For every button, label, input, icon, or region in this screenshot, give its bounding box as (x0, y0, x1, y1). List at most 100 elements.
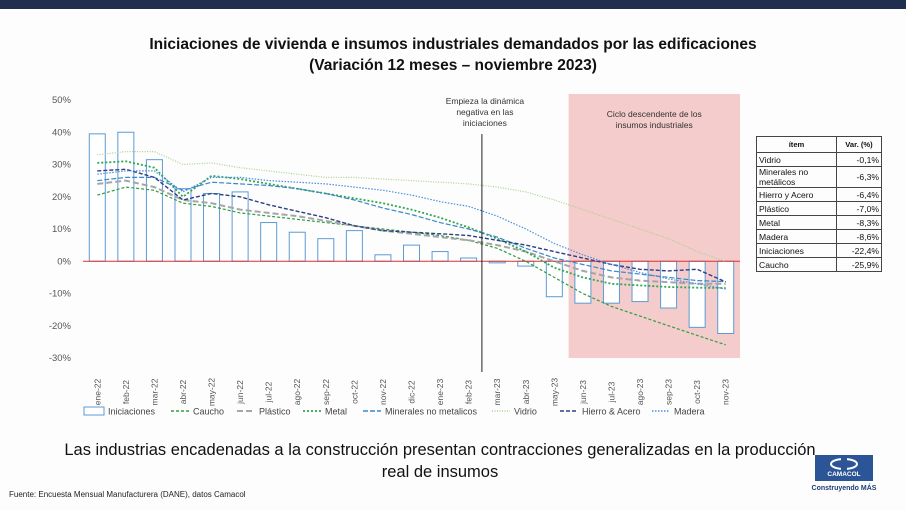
table-cell-item: Minerales no metálicos (756, 166, 837, 188)
table-row: Iniciaciones -22,4% (756, 243, 882, 258)
logo-mark-icon (815, 455, 873, 481)
chart-subtitle: (Variación 12 meses – noviembre 2023) (309, 57, 597, 74)
legend-label-iniciaciones: Iniciaciones (108, 407, 156, 417)
table-row: Madera -8,6% (756, 229, 882, 244)
table-cell-item: Hierro y Acero (756, 187, 837, 202)
bar-iniciaciones (88, 133, 106, 262)
table-header-item: ítem (756, 136, 837, 153)
table-row: Plástico -7,0% (756, 201, 882, 216)
y-tick-label: -20% (49, 321, 72, 332)
table-cell-item: Metal (756, 215, 837, 230)
bar-iniciaciones (117, 131, 135, 262)
series-line-vidrio (97, 151, 726, 263)
chart-title: Iniciaciones de vivienda e insumos indus… (149, 36, 757, 53)
y-tick-label: 0% (57, 256, 71, 267)
x-tick-label: oct-23 (692, 380, 702, 404)
series-line-madera (97, 170, 726, 290)
table-cell-value: -25,9% (836, 257, 882, 272)
x-tick-label: abr-22 (178, 379, 188, 404)
bar-iniciaciones (345, 230, 363, 262)
x-tick-label: jul-23 (606, 381, 616, 403)
x-tick-label: ago-23 (635, 378, 645, 405)
x-tick-label: jul-22 (264, 381, 274, 403)
table-cell-value: -7,0% (836, 201, 882, 216)
table-cell-item: Madera (756, 229, 837, 244)
bar-iniciaciones (231, 191, 249, 262)
logo-tagline: Construyendo MÁS (811, 485, 877, 492)
table-cell-item: Iniciaciones (756, 243, 837, 258)
y-tick-label: 30% (52, 160, 72, 171)
bar-iniciaciones (660, 260, 678, 309)
table-cell-item: Caucho (756, 257, 837, 272)
table-row: Hierro y Acero -6,4% (756, 187, 882, 202)
x-tick-label: sep-22 (321, 379, 331, 405)
series-line-caucho (97, 186, 726, 346)
bar-iniciaciones (174, 188, 192, 262)
conclusion-text: Las industrias encadenadas a la construc… (64, 441, 816, 481)
table-row: Metal -8,3% (756, 215, 882, 230)
legend-label-hierro-acero: Hierro & Acero (582, 407, 641, 417)
y-tick-label: 20% (52, 192, 72, 203)
source-note: Fuente: Encuesta Mensual Manufacturera (… (9, 490, 246, 499)
logo-name: CAMACOL (827, 471, 861, 478)
x-tick-label: abr-23 (521, 379, 531, 404)
table-cell-value: -0,1% (836, 152, 882, 167)
bar-iniciaciones (688, 260, 706, 328)
x-tick-label: jun-23 (578, 380, 588, 405)
table-cell-value: -22,4% (836, 243, 882, 258)
shaded-region-label: Ciclo descendente de los insumos industri… (607, 109, 702, 130)
logo-swoosh-icon (830, 458, 858, 470)
x-tick-label: oct-22 (349, 380, 359, 404)
legend-label-pl-stico: Plástico (259, 407, 291, 417)
vertical-line-label: Empieza la dinámica negativa en las inicia… (446, 96, 525, 128)
table-header-row: ítem Var. (%) (756, 136, 882, 153)
x-tick-label: feb-23 (464, 380, 474, 404)
table-cell-item: Plástico (756, 201, 837, 216)
y-tick-label: -30% (49, 353, 72, 364)
table-row: Vidrio -0,1% (756, 152, 882, 167)
bar-iniciaciones (403, 244, 420, 262)
table-cell-item: Vidrio (756, 152, 837, 167)
y-tick-label: 10% (52, 224, 72, 235)
bar-iniciaciones (717, 260, 735, 334)
x-tick-label: jun-22 (235, 380, 245, 405)
table-header-value: Var. (%) (836, 136, 882, 153)
series-line-pl-stico (97, 179, 726, 285)
x-tick-label: nov-22 (378, 379, 388, 405)
bar-iniciaciones (431, 251, 449, 262)
shaded-region (568, 94, 740, 358)
table-row: Minerales no metálicos -6,3% (756, 166, 882, 188)
bar-iniciaciones (374, 254, 392, 262)
table-row: Caucho -25,9% (756, 257, 882, 272)
series-line-metal (97, 160, 726, 289)
table-cell-value: -6,4% (836, 187, 882, 202)
x-tick-label: mar-22 (149, 378, 159, 405)
bar-iniciaciones (317, 238, 335, 262)
x-tick-label: ene-22 (92, 378, 102, 405)
table-cell-value: -8,6% (836, 229, 882, 244)
table-cell-value: -8,3% (836, 215, 882, 230)
x-tick-label: mar-23 (492, 378, 502, 405)
x-tick-label: may-23 (549, 378, 559, 407)
legend-label-metal: Metal (325, 407, 347, 417)
camacol-logo: CAMACOL Construyendo MÁS (808, 455, 880, 497)
x-tick-label: may-22 (207, 378, 217, 407)
y-tick-label: -10% (49, 289, 72, 300)
legend-label-madera: Madera (674, 407, 705, 417)
variation-table: ítem Var. (%) Vidrio -0,1% Minerales no m… (756, 136, 882, 272)
legend-label-caucho: Caucho (193, 407, 224, 417)
y-tick-label: 40% (52, 127, 72, 138)
bar-iniciaciones (517, 260, 535, 267)
x-tick-label: ago-22 (292, 378, 302, 405)
table-cell-value: -6,3% (836, 166, 882, 188)
bar-iniciaciones (260, 222, 278, 262)
legend-swatch-iniciaciones (83, 406, 105, 416)
legend-label-vidrio: Vidrio (514, 407, 537, 417)
bar-iniciaciones (545, 260, 563, 298)
top-bar (0, 0, 906, 9)
legend-label-minerales-no-metalicos: Minerales no metalicos (385, 407, 478, 417)
x-tick-label: nov-23 (721, 379, 731, 405)
series-line-hierro-acero (97, 168, 726, 283)
y-tick-label: 50% (52, 95, 72, 106)
x-tick-label: ene-23 (435, 378, 445, 405)
